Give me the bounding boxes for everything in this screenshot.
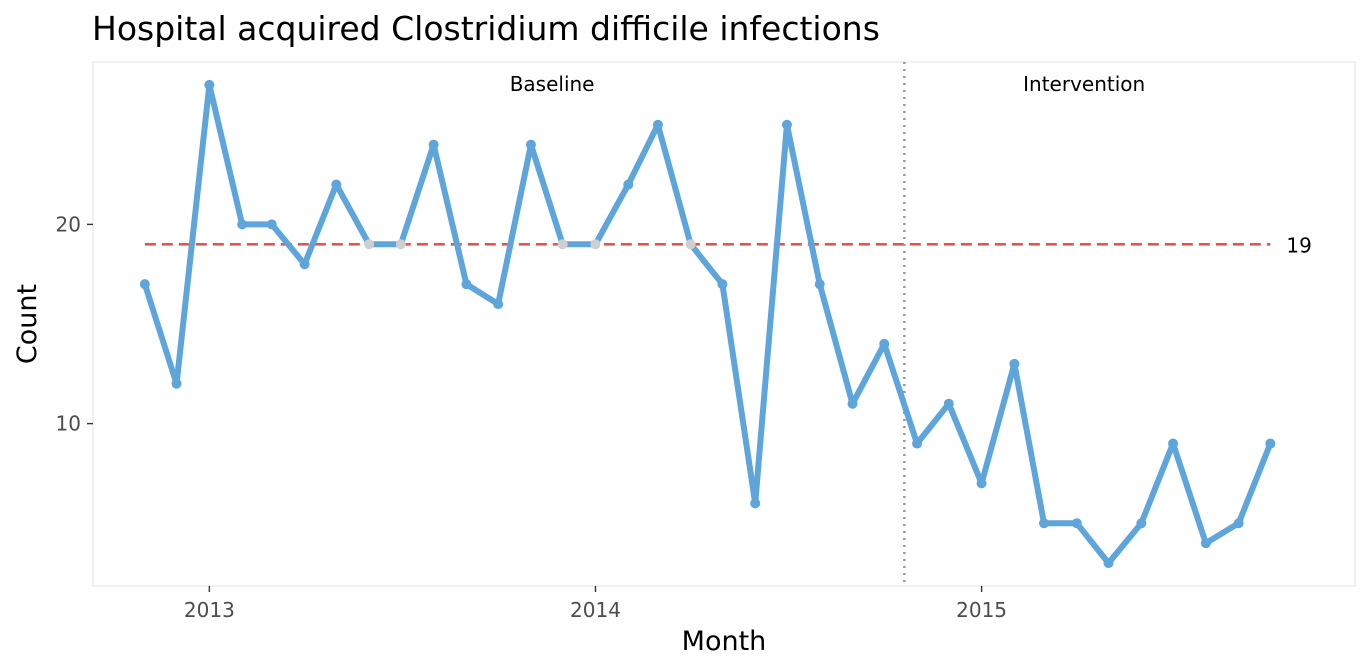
- x-tick-label: 2013: [184, 598, 235, 622]
- data-point: [525, 139, 536, 150]
- data-point: [943, 398, 954, 409]
- centre-line-label: 19: [1286, 233, 1311, 257]
- data-point: [1009, 358, 1020, 369]
- data-point: [1233, 518, 1244, 529]
- data-point: [814, 279, 825, 290]
- data-point: [204, 79, 215, 90]
- x-axis: 2013 2014 2015: [184, 586, 1007, 622]
- data-point: [847, 398, 858, 409]
- phase-labels: Baseline Intervention: [510, 72, 1146, 96]
- data-point: [1200, 538, 1211, 549]
- y-tick-label: 20: [56, 212, 81, 236]
- y-axis-title: Count: [12, 284, 43, 364]
- data-point: [364, 239, 375, 250]
- data-point: [461, 279, 472, 290]
- data-point: [428, 139, 439, 150]
- plot-panel: [92, 61, 1356, 587]
- series-line: [141, 81, 1274, 567]
- points-layer: [139, 79, 1276, 569]
- x-tick-label: 2014: [570, 598, 621, 622]
- data-point: [1265, 438, 1276, 449]
- data-point: [299, 259, 310, 270]
- data-point: [1071, 518, 1082, 529]
- data-point: [685, 239, 696, 250]
- data-point: [976, 478, 987, 489]
- data-point: [912, 438, 923, 449]
- data-point: [395, 239, 406, 250]
- data-point: [557, 239, 568, 250]
- data-point: [139, 279, 150, 290]
- data-point: [493, 299, 504, 310]
- y-axis: 10 20: [56, 212, 93, 436]
- data-point: [266, 219, 277, 230]
- centre-line-layer: 19: [144, 233, 1312, 257]
- data-point: [1038, 518, 1049, 529]
- data-point: [1103, 558, 1114, 569]
- chart-title: Hospital acquired Clostridium difficile …: [92, 9, 880, 48]
- phase-label: Baseline: [510, 72, 595, 96]
- data-point: [623, 179, 634, 190]
- data-point: [750, 498, 761, 509]
- data-point: [781, 119, 792, 130]
- data-point: [171, 378, 182, 389]
- y-tick-label: 10: [56, 412, 81, 436]
- x-tick-label: 2015: [956, 598, 1007, 622]
- series-layer: [141, 81, 1274, 567]
- data-point: [1168, 438, 1179, 449]
- data-point: [237, 219, 248, 230]
- data-point: [1136, 518, 1147, 529]
- data-point: [331, 179, 342, 190]
- x-axis-title: Month: [682, 626, 767, 657]
- phase-label: Intervention: [1023, 72, 1145, 96]
- data-point: [879, 338, 890, 349]
- data-point: [717, 279, 728, 290]
- data-point: [590, 239, 601, 250]
- data-point: [652, 119, 663, 130]
